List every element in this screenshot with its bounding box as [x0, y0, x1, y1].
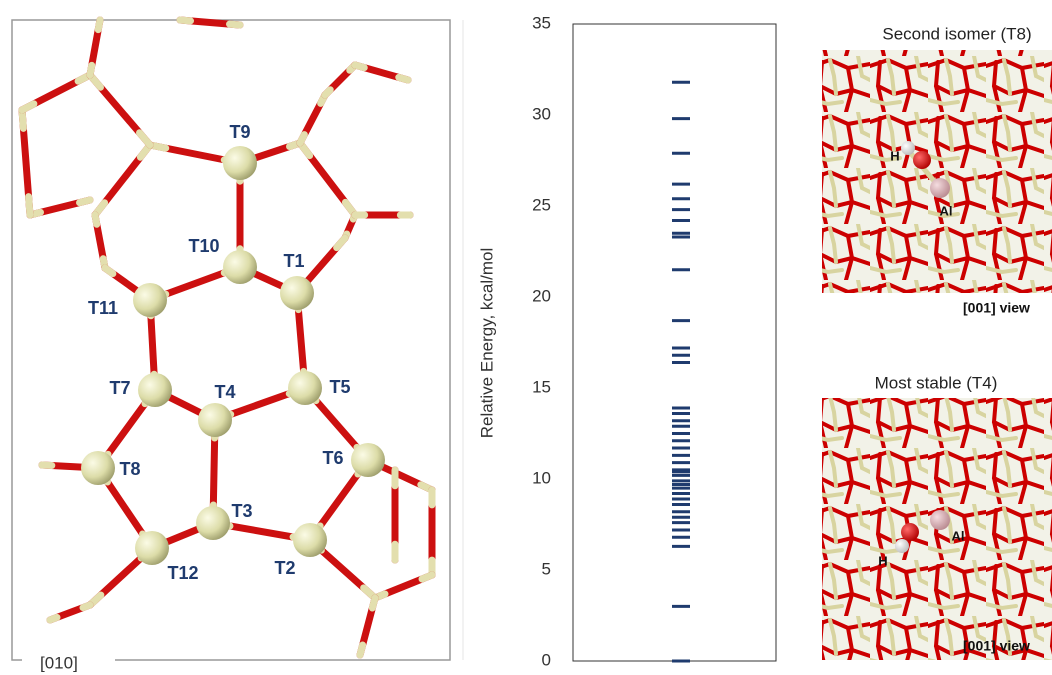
figure: [010] T9 T10 T1 T11 T7 T4 T5 T8 T6 T3 T2…: [0, 0, 1052, 675]
framework-bonds: [22, 20, 432, 655]
y-tick-label: 20: [532, 286, 551, 305]
site-label: T10: [188, 236, 219, 256]
site-label: T2: [274, 558, 295, 578]
bond: [90, 65, 92, 75]
site-label: T1: [283, 251, 304, 271]
bond: [80, 200, 91, 203]
bond: [140, 133, 151, 145]
bond: [180, 20, 191, 21]
y-tick-label: 5: [542, 559, 551, 578]
bond: [360, 645, 363, 655]
atom: [198, 403, 232, 437]
bond: [22, 104, 34, 110]
atom: [288, 371, 322, 405]
atom: [133, 283, 167, 317]
bond: [105, 268, 113, 274]
bond: [325, 90, 330, 95]
bond: [95, 215, 97, 224]
atom: [223, 146, 257, 180]
bond: [399, 77, 408, 80]
atom-label: Al: [940, 203, 953, 218]
site-label: T11: [88, 298, 118, 318]
atom: [223, 250, 257, 284]
bond: [50, 617, 57, 620]
panel-frame: [12, 20, 450, 660]
bond: [337, 238, 345, 248]
site-label: T3: [231, 501, 252, 521]
y-tick-label: 35: [532, 13, 551, 32]
bond: [98, 20, 100, 30]
bond: [29, 197, 30, 215]
panel-title: Second isomer (T8): [882, 24, 1031, 43]
bond: [83, 605, 90, 608]
site-label: T6: [322, 448, 343, 468]
atom: [196, 506, 230, 540]
atom-label: H: [890, 148, 899, 163]
atom: [135, 531, 169, 565]
site-label: T4: [214, 382, 235, 402]
site-label: T8: [119, 459, 140, 479]
energy-chart: 0 5 10 15 20 25 30 35: [532, 13, 690, 669]
bond: [230, 24, 241, 25]
y-tick-label: 10: [532, 468, 551, 487]
y-tick-label: 30: [532, 104, 551, 123]
y-tick-label: 0: [542, 650, 551, 669]
structure-image: [822, 398, 1052, 660]
site-label: T5: [329, 377, 350, 397]
site-label: T12: [167, 563, 198, 583]
view-label: [010]: [40, 653, 78, 672]
atom: [138, 373, 172, 407]
site-label: T7: [109, 378, 130, 398]
bond: [372, 598, 375, 608]
y-axis-label: Relative Energy, kcal/mol: [477, 248, 496, 439]
atom-label: H: [878, 553, 887, 568]
atom: [351, 443, 385, 477]
view-label: [001] view: [963, 300, 1030, 316]
bond: [422, 575, 432, 579]
atom: [280, 276, 314, 310]
atom: [293, 523, 327, 557]
y-tick-label: 25: [532, 195, 551, 214]
panel-title: Most stable (T4): [875, 373, 998, 392]
bond: [355, 65, 364, 68]
atom-label: Al: [952, 528, 965, 543]
bond: [42, 465, 52, 466]
site-label: T9: [229, 122, 250, 142]
bond: [300, 135, 304, 143]
view-label: [001] view: [963, 638, 1030, 654]
y-tick-label: 15: [532, 377, 551, 396]
atom: [81, 451, 115, 485]
structure-image: [822, 50, 1052, 293]
